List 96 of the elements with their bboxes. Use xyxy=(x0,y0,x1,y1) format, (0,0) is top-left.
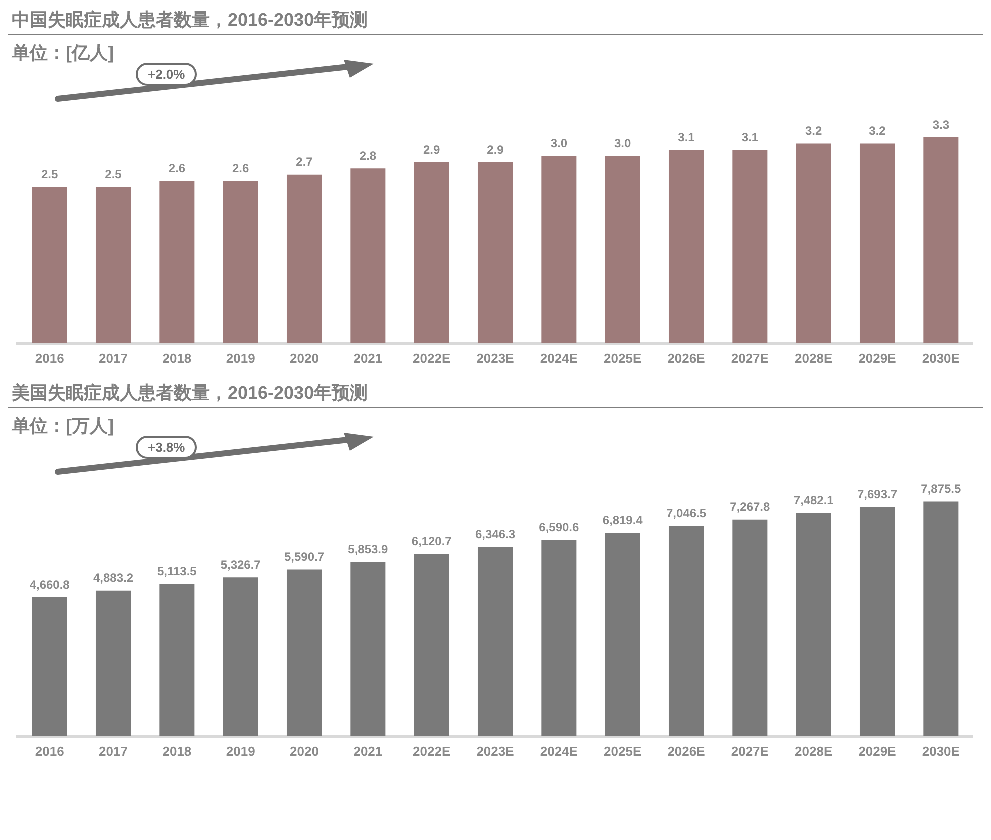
bar xyxy=(605,533,640,736)
x-tick-label: 2022E xyxy=(413,350,451,366)
x-tick-label: 2017 xyxy=(99,350,128,366)
data-label: 2.9 xyxy=(423,142,440,157)
x-tick-label: 2021 xyxy=(354,350,383,366)
data-label: 5,113.5 xyxy=(157,564,198,578)
chart-title: 美国失眠症成人患者数量，2016-2030年预测 xyxy=(8,381,983,408)
bar xyxy=(605,156,640,344)
x-tick-label: 2024E xyxy=(540,744,578,759)
bar xyxy=(350,168,386,344)
data-label: 7,267.8 xyxy=(730,500,771,514)
x-tick-label: 2030E xyxy=(922,350,960,366)
x-tick-label: 2027E xyxy=(731,744,770,759)
bar xyxy=(668,526,704,736)
x-tick-label: 2020 xyxy=(290,350,319,366)
text: +2.0% xyxy=(136,63,198,86)
bar xyxy=(96,187,132,344)
bar xyxy=(350,562,386,736)
x-tick-label: 2016 xyxy=(35,744,64,759)
data-label: 7,482.1 xyxy=(794,494,834,508)
bar xyxy=(542,540,577,736)
bar xyxy=(924,137,959,344)
bar xyxy=(796,144,832,344)
data-label: 5,326.7 xyxy=(220,558,262,572)
bar xyxy=(860,507,896,736)
chart-subtitle: 单位：[万人] xyxy=(11,415,115,438)
data-label: 2.9 xyxy=(487,142,504,157)
data-label: 3.0 xyxy=(550,136,568,151)
bar xyxy=(160,584,195,736)
x-tick-label: 2018 xyxy=(162,350,192,366)
x-tick-label: 2023E xyxy=(476,744,515,759)
chart-subtitle: 单位：[亿人] xyxy=(11,42,115,65)
data-label: 6,346.3 xyxy=(475,528,516,542)
bar xyxy=(668,150,704,344)
x-tick-label: 2021 xyxy=(354,744,383,759)
bar xyxy=(542,156,577,344)
bar xyxy=(32,187,68,344)
x-tick-label: 2019 xyxy=(226,744,256,759)
data-label: 5,853.9 xyxy=(348,542,389,556)
x-tick-label: 2025E xyxy=(604,744,642,759)
bar xyxy=(478,547,514,736)
data-label: 5,590.7 xyxy=(284,550,325,564)
x-tick-label: 2026E xyxy=(668,350,706,366)
x-tick-label: 2016 xyxy=(35,350,64,366)
bar xyxy=(732,520,768,736)
bar xyxy=(732,150,768,344)
x-tick-label: 2020 xyxy=(290,744,319,759)
data-label: 3.0 xyxy=(614,136,632,151)
data-label: 2.5 xyxy=(41,168,58,182)
bar xyxy=(223,181,258,344)
bar xyxy=(286,570,322,736)
x-tick-label: 2028E xyxy=(795,744,833,759)
x-tick-label: 2017 xyxy=(99,744,128,759)
bar xyxy=(32,598,68,736)
data-label: 7,046.5 xyxy=(666,506,707,521)
bar xyxy=(924,502,959,736)
data-label: 4,660.8 xyxy=(30,578,70,592)
x-tick-label: 2026E xyxy=(668,744,706,759)
text: +3.8% xyxy=(136,436,198,459)
x-tick-label: 2019 xyxy=(226,350,256,366)
x-tick-label: 2023E xyxy=(476,350,515,366)
data-label: 2.5 xyxy=(105,168,122,182)
data-label: 6,590.6 xyxy=(539,520,580,534)
bar xyxy=(286,174,322,344)
x-tick-label: 2030E xyxy=(922,744,960,759)
data-label: 2.7 xyxy=(296,155,314,170)
x-tick-label: 2022E xyxy=(413,744,451,759)
chart-title: 中国失眠症成人患者数量，2016-2030年预测 xyxy=(8,8,983,35)
data-label: 2.6 xyxy=(232,161,250,176)
x-tick-label: 2024E xyxy=(540,350,578,366)
data-label: 3.2 xyxy=(869,124,886,138)
data-label: 3.1 xyxy=(678,130,696,144)
data-label: 3.2 xyxy=(805,124,822,138)
x-tick-label: 2029E xyxy=(858,350,897,366)
data-label: 7,875.5 xyxy=(921,482,962,496)
x-tick-label: 2029E xyxy=(858,744,897,759)
x-tick-label: 2027E xyxy=(731,350,770,366)
data-label: 4,883.2 xyxy=(93,571,134,586)
data-label: 2.6 xyxy=(168,161,186,176)
x-tick-label: 2028E xyxy=(795,350,833,366)
data-label: 6,120.7 xyxy=(412,534,452,548)
data-label: 7,693.7 xyxy=(857,487,898,502)
data-label: 2.8 xyxy=(360,148,377,163)
data-label: 6,819.4 xyxy=(602,513,644,528)
bar xyxy=(414,554,450,736)
bar xyxy=(223,578,258,736)
bar xyxy=(478,162,514,344)
bar xyxy=(414,162,450,344)
bar xyxy=(96,590,132,736)
x-tick-label: 2025E xyxy=(604,350,642,366)
data-label: 3.1 xyxy=(742,130,759,144)
data-label: 3.3 xyxy=(932,118,950,132)
bar xyxy=(796,513,832,736)
bar xyxy=(860,144,896,344)
x-tick-label: 2018 xyxy=(162,744,192,759)
bar xyxy=(160,181,195,344)
